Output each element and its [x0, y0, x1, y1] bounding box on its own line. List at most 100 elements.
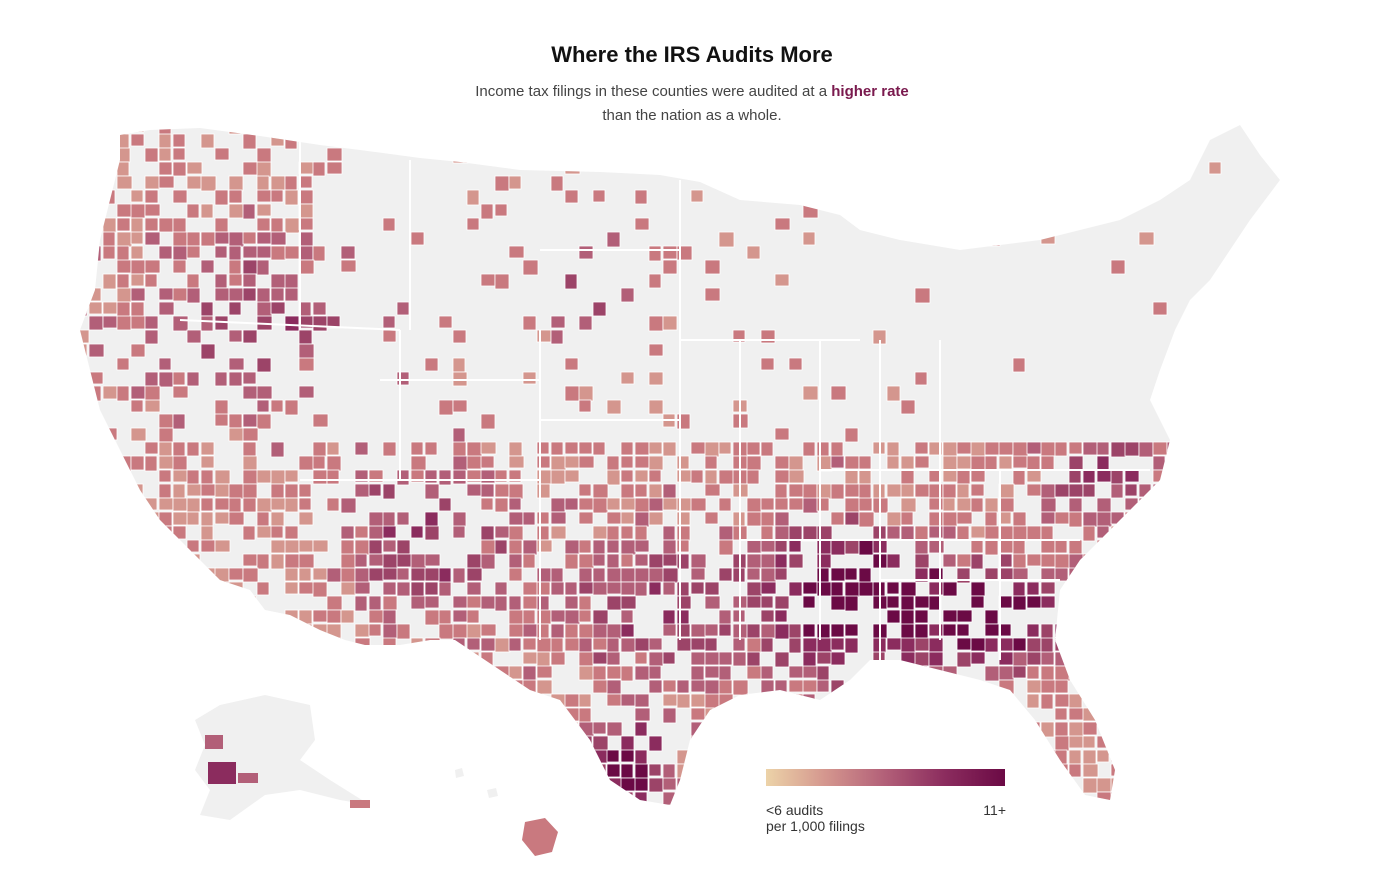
county-cell — [88, 525, 104, 542]
county-cell — [508, 665, 523, 680]
county-cell — [1180, 581, 1195, 596]
county-cell — [1180, 497, 1195, 511]
county-cell — [1082, 623, 1096, 639]
county-cell — [298, 161, 315, 175]
county-cell — [214, 287, 231, 302]
county-cell — [634, 721, 648, 737]
county-cell — [774, 469, 791, 484]
county-cell — [368, 539, 383, 555]
county-cell — [998, 651, 1015, 666]
county-cell — [1278, 665, 1280, 679]
county-cell — [228, 427, 245, 442]
county-cell — [984, 567, 999, 581]
county-cell — [1124, 483, 1138, 497]
county-cell — [900, 525, 915, 541]
county-cell — [368, 623, 382, 637]
county-cell — [1054, 749, 1068, 766]
county-cell — [116, 511, 132, 526]
county-cell — [200, 609, 217, 626]
county-cell — [242, 595, 257, 611]
county-cell — [340, 581, 357, 596]
county-cell — [1180, 595, 1197, 609]
county-cell — [578, 637, 593, 653]
alaska-borough — [350, 800, 370, 808]
county-cell — [550, 749, 566, 765]
county-cell — [886, 553, 901, 569]
county-cell — [508, 609, 524, 626]
county-cell — [270, 553, 285, 570]
county-cell — [480, 525, 495, 541]
county-cell — [830, 651, 846, 666]
county-cell — [214, 399, 229, 416]
county-cell — [1096, 455, 1110, 472]
county-cell — [452, 693, 468, 710]
county-cell — [1124, 553, 1139, 568]
county-cell — [466, 567, 483, 582]
county-cell — [116, 623, 132, 637]
county-cell — [368, 511, 385, 528]
county-cell — [326, 735, 340, 749]
county-cell — [116, 595, 130, 610]
county-cell — [284, 665, 300, 679]
county-cell — [1250, 609, 1266, 623]
county-cell — [1054, 721, 1069, 738]
county-cell — [480, 637, 497, 652]
county-cell — [1264, 553, 1280, 569]
county-cell — [186, 665, 203, 681]
county-cell — [1250, 455, 1266, 469]
county-cell — [1208, 735, 1222, 752]
county-cell — [1054, 651, 1071, 667]
county-cell — [914, 553, 930, 569]
county-cell — [214, 371, 228, 387]
county-cell — [102, 539, 117, 555]
county-cell — [1278, 469, 1280, 484]
county-cell — [1124, 665, 1140, 680]
county-cell — [130, 665, 147, 679]
county-cell — [158, 287, 175, 301]
county-cell — [200, 175, 217, 192]
county-cell — [550, 623, 565, 639]
county-cell — [1026, 693, 1040, 709]
county-cell — [1208, 455, 1224, 469]
county-cell — [1264, 581, 1278, 597]
county-cell — [914, 609, 929, 624]
county-cell — [620, 539, 637, 556]
county-cell — [746, 581, 763, 597]
county-cell — [928, 721, 944, 735]
county-cell — [550, 735, 565, 750]
county-cell — [228, 609, 242, 625]
county-cell — [466, 763, 481, 777]
county-cell — [1012, 525, 1028, 542]
county-cell — [1082, 483, 1096, 498]
county-cell — [298, 483, 312, 498]
county-cell — [242, 259, 259, 275]
county-cell — [1054, 679, 1069, 694]
county-cell — [1236, 539, 1251, 553]
county-cell — [298, 455, 315, 471]
county-cell — [522, 679, 537, 696]
county-cell — [438, 665, 454, 679]
county-cell — [200, 455, 215, 469]
county-cell — [326, 763, 341, 778]
county-cell — [327, 806, 340, 821]
county-cell — [270, 679, 287, 694]
county-cell — [830, 693, 847, 708]
county-cell — [1082, 595, 1096, 612]
county-cell — [438, 721, 452, 735]
county-cell — [844, 455, 860, 470]
county-cell — [130, 749, 147, 764]
county-cell — [1110, 539, 1127, 553]
county-cell — [186, 749, 200, 764]
county-cell — [802, 483, 818, 500]
county-cell — [956, 125, 970, 134]
county-cell — [536, 525, 550, 541]
county-cell — [1208, 707, 1223, 724]
county-cell — [802, 679, 818, 693]
county-cell — [564, 273, 578, 290]
county-cell — [648, 245, 662, 262]
county-cell — [536, 595, 550, 612]
county-cell — [144, 497, 158, 511]
county-cell — [1110, 665, 1127, 681]
county-cell — [1264, 735, 1278, 749]
county-cell — [200, 497, 214, 512]
